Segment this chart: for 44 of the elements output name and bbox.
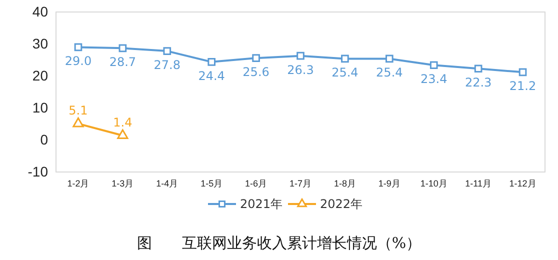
legend-label: 2021年 [240, 197, 283, 211]
x-tick-label: 1-5月 [200, 178, 223, 188]
data-label: 25.4 [332, 66, 358, 80]
data-label: 5.1 [68, 104, 88, 118]
point [518, 68, 527, 76]
data-label: 22.3 [464, 76, 492, 90]
x-tick-label: 1-10月 [420, 178, 448, 188]
x-tick-label: 1-3月 [112, 178, 134, 188]
data-label: 29.0 [64, 54, 92, 68]
point [296, 52, 304, 60]
point [430, 61, 438, 70]
data-label: 27.8 [154, 58, 180, 72]
data-label: 24.4 [198, 68, 225, 83]
x-tick-label: 1-9月 [378, 178, 400, 188]
data-label: 25.6 [242, 65, 270, 80]
data-label: 1.4 [113, 116, 132, 130]
x-tick-label: 1-6月 [245, 178, 268, 188]
point [385, 54, 394, 63]
data-label: 26.3 [287, 62, 314, 77]
y-tick-label: 10 [32, 99, 48, 116]
x-tick-label: 1-2月 [67, 178, 90, 188]
y-tick-label: 40 [32, 3, 48, 20]
x-tick-label: 1-7月 [289, 178, 312, 188]
point [474, 64, 482, 73]
point [118, 44, 127, 52]
x-tick-label: 1-8月 [334, 178, 356, 188]
x-tick-label: 1-12月 [509, 178, 536, 188]
data-label: 25.4 [376, 66, 403, 80]
y-tick-label: 0 [40, 131, 48, 148]
data-label: 21.2 [509, 79, 536, 94]
y-tick-label: 30 [32, 35, 48, 52]
data-label: 23.4 [420, 72, 448, 86]
point [341, 54, 349, 63]
point [208, 58, 216, 66]
point [163, 47, 172, 55]
y-tick-label: 20 [32, 67, 48, 84]
legend-label: 2022年 [320, 197, 363, 211]
point [74, 43, 82, 52]
x-tick-label: 1-4月 [156, 178, 178, 188]
x-tick-label: 1-11月 [465, 178, 492, 188]
point [252, 54, 260, 62]
y-tick-label: -10 [28, 163, 48, 180]
data-label: 28.7 [109, 55, 136, 70]
text: 图 互联网业务收入累计增长情况（%） [136, 234, 422, 252]
